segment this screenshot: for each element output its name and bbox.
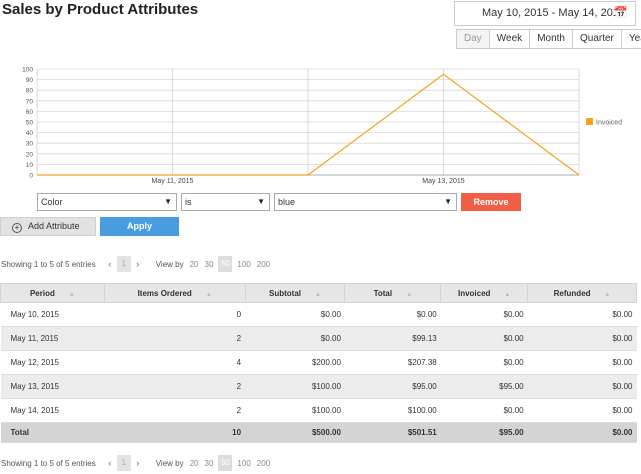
chevron-left-icon[interactable]: ‹ bbox=[108, 259, 112, 269]
pager-bottom: Showing 1 to 5 of 5 entries ‹ 1 › View b… bbox=[1, 454, 273, 472]
calendar-icon[interactable]: 📅 bbox=[614, 7, 628, 19]
y-tick-label: 100 bbox=[22, 67, 33, 74]
plus-circle-icon: + bbox=[12, 223, 22, 233]
chevron-right-icon[interactable]: › bbox=[136, 458, 140, 468]
page-size-200[interactable]: 200 bbox=[256, 458, 271, 468]
x-tick-label: May 11, 2015 bbox=[152, 178, 194, 185]
table-row: May 12, 2015 4 $200.00 $207.38 $0.00 $0.00 bbox=[0, 350, 637, 375]
y-tick-label: 10 bbox=[26, 162, 34, 169]
sort-icon: ▲ bbox=[68, 291, 75, 298]
y-tick-label: 20 bbox=[26, 151, 34, 158]
table-row: May 11, 2015 2 $0.00 $99.13 $0.00 $0.00 bbox=[0, 326, 637, 351]
page-size-50[interactable]: 50 bbox=[218, 256, 233, 272]
page-size-30[interactable]: 30 bbox=[204, 458, 214, 468]
period-month[interactable]: Month bbox=[530, 30, 573, 48]
view-by-label: View by bbox=[155, 458, 184, 468]
legend-swatch-invoiced bbox=[586, 118, 593, 125]
period-selector: Day Week Month Quarter Year bbox=[456, 29, 641, 49]
y-tick-label: 40 bbox=[26, 130, 34, 137]
page-size-100[interactable]: 100 bbox=[237, 458, 251, 468]
period-day[interactable]: Day bbox=[457, 30, 490, 48]
entries-info: Showing 1 to 5 of 5 entries bbox=[1, 259, 96, 269]
table-row: May 13, 2015 2 $100.00 $95.00 $95.00 $0.00 bbox=[0, 374, 637, 399]
y-tick-label: 90 bbox=[26, 77, 34, 84]
series-line-invoiced bbox=[37, 73, 580, 176]
period-year[interactable]: Year bbox=[621, 30, 641, 48]
totals-row: Total 10 $500.00 $501.51 $95.00 $0.00 bbox=[0, 422, 637, 443]
sort-icon: ▲ bbox=[504, 291, 511, 298]
y-tick-label: 60 bbox=[26, 109, 34, 116]
date-range-value: May 10, 2015 - May 14, 2015 bbox=[482, 7, 626, 19]
page-size-100[interactable]: 100 bbox=[237, 259, 251, 269]
page-size-20[interactable]: 20 bbox=[189, 259, 199, 269]
page-size-20[interactable]: 20 bbox=[189, 458, 199, 468]
operator-select[interactable]: is ▼ bbox=[181, 193, 270, 211]
column-header-subtotal[interactable]: Subtotal ▲ bbox=[244, 283, 346, 303]
column-header-period[interactable]: Period ▲ bbox=[0, 283, 105, 303]
table-row: May 10, 2015 0 $0.00 $0.00 $0.00 $0.00 bbox=[0, 302, 637, 327]
date-range-picker[interactable]: May 10, 2015 - May 14, 2015 📅 bbox=[454, 1, 636, 26]
chevron-down-icon: ▼ bbox=[164, 197, 172, 206]
invoiced-line-chart: 0 10 20 30 40 50 60 70 80 90 100 May 11, 2015 May 1… bbox=[22, 67, 622, 186]
y-tick-label: 0 bbox=[29, 173, 33, 180]
chevron-down-icon: ▼ bbox=[257, 197, 265, 206]
chevron-right-icon[interactable]: › bbox=[136, 259, 140, 269]
y-tick-label: 30 bbox=[26, 141, 34, 148]
sort-icon: ▲ bbox=[406, 291, 413, 298]
apply-button[interactable]: Apply bbox=[100, 217, 179, 236]
table-row: May 14, 2015 2 $100.00 $100.00 $0.00 $0.00 bbox=[0, 398, 637, 423]
column-header-invoiced[interactable]: Invoiced ▲ bbox=[440, 283, 529, 303]
view-by-label: View by bbox=[155, 259, 184, 269]
chevron-left-icon[interactable]: ‹ bbox=[108, 458, 112, 468]
page-number[interactable]: 1 bbox=[116, 455, 131, 471]
sort-icon: ▲ bbox=[315, 291, 321, 298]
add-attribute-button[interactable]: + Add Attribute bbox=[0, 217, 96, 236]
column-header-total[interactable]: Total ▲ bbox=[344, 283, 442, 303]
table-header-row: Period ▲ Items Ordered ▲ Subtotal ▲ Total ▲ … bbox=[0, 283, 637, 303]
value-select[interactable]: blue ▼ bbox=[274, 193, 457, 211]
sort-icon: ▲ bbox=[604, 291, 611, 298]
period-week[interactable]: Week bbox=[489, 30, 531, 48]
page-size-30[interactable]: 30 bbox=[204, 259, 214, 269]
column-header-items-ordered[interactable]: Items Ordered ▲ bbox=[103, 283, 246, 303]
page-size-50[interactable]: 50 bbox=[218, 455, 233, 471]
y-tick-label: 70 bbox=[26, 98, 34, 105]
sales-table: Period ▲ Items Ordered ▲ Subtotal ▲ Total ▲ … bbox=[0, 283, 637, 443]
chevron-down-icon: ▼ bbox=[444, 197, 452, 206]
sort-icon: ▲ bbox=[205, 291, 212, 298]
legend-label-invoiced: Invoiced bbox=[596, 120, 622, 127]
x-tick-label: May 13, 2015 bbox=[422, 178, 465, 185]
page-title: Sales by Product Attributes bbox=[2, 1, 199, 18]
remove-button[interactable]: Remove bbox=[461, 193, 521, 211]
page-size-200[interactable]: 200 bbox=[256, 259, 271, 269]
attribute-select[interactable]: Color ▼ bbox=[37, 193, 177, 211]
column-header-refunded[interactable]: Refunded ▲ bbox=[527, 283, 637, 303]
y-tick-label: 50 bbox=[26, 120, 34, 127]
entries-info: Showing 1 to 5 of 5 entries bbox=[1, 458, 96, 468]
page-number[interactable]: 1 bbox=[116, 256, 131, 272]
period-quarter[interactable]: Quarter bbox=[572, 30, 622, 48]
pager-top: Showing 1 to 5 of 5 entries ‹ 1 › View b… bbox=[1, 255, 273, 273]
y-tick-label: 80 bbox=[26, 88, 34, 95]
